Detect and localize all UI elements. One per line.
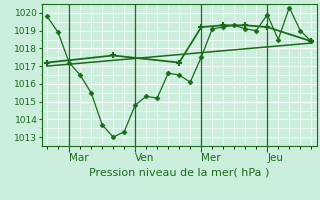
X-axis label: Pression niveau de la mer( hPa ): Pression niveau de la mer( hPa ) xyxy=(89,167,269,177)
